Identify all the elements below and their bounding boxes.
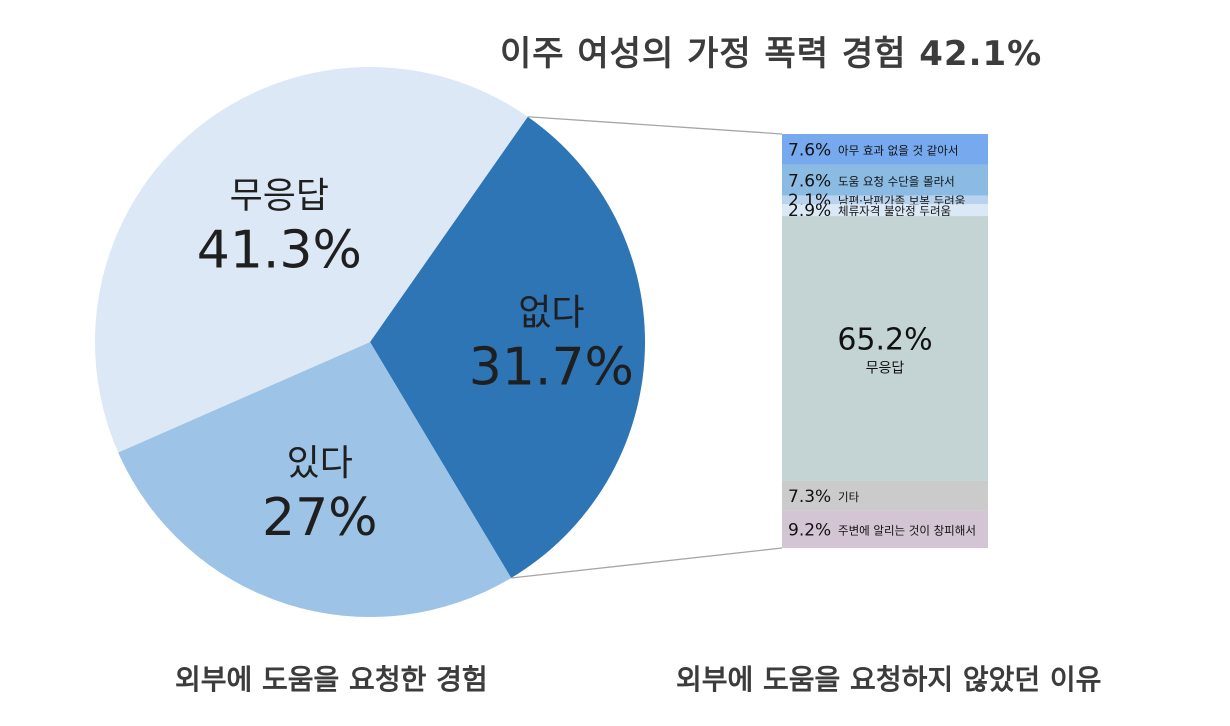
- bar-segment: [782, 134, 988, 165]
- pie-slice-value: 27%: [262, 488, 378, 548]
- connector-lines: [511, 116, 783, 579]
- bar-segment-value: 9.2%: [788, 520, 831, 540]
- bar-segment-label: 기타: [838, 490, 860, 504]
- pie-slice-label: 있다: [287, 443, 353, 484]
- pie-slice-label: 없다: [518, 293, 584, 334]
- pie-slice: [118, 342, 512, 617]
- bar-segment-label: 체류자격 불안정 두려움: [838, 204, 951, 218]
- bar-segment-label: 아무 효과 없을 것 같아서: [838, 143, 958, 157]
- bar-caption: 외부에 도움을 요청하지 않았던 이유: [676, 663, 1102, 696]
- bar-segment: [782, 216, 988, 481]
- pie-slice: [94, 67, 528, 453]
- pie-slice: [370, 116, 646, 579]
- bar-segment-value: 7.3%: [788, 487, 831, 507]
- bar-segment: [782, 480, 988, 511]
- bar-segment: [782, 164, 988, 196]
- connector-line: [527, 116, 783, 135]
- pie-slice-value: 31.7%: [469, 338, 634, 398]
- bar-segment: [782, 204, 988, 217]
- bar-segment: [782, 510, 988, 548]
- pie-caption: 외부에 도움을 요청한 경험: [175, 663, 488, 696]
- pie-slice-label: 무응답: [230, 175, 329, 216]
- bar-segment-value: 7.6%: [788, 171, 831, 191]
- bar-segment-label: 무응답: [866, 361, 905, 377]
- chart-title: 이주 여성의 가정 폭력 경험 42.1%: [500, 34, 1043, 74]
- bar-segment-value: 7.6%: [788, 140, 831, 160]
- bar-segment-value: 65.2%: [837, 323, 932, 358]
- connector-line: [511, 547, 783, 579]
- pie-slice-value: 41.3%: [197, 220, 362, 280]
- bar-segment: [782, 195, 988, 205]
- bar-segment-label: 도움 요청 수단을 몰라서: [838, 174, 955, 188]
- bar-segment-label: 주변에 알리는 것이 창피해서: [838, 523, 976, 537]
